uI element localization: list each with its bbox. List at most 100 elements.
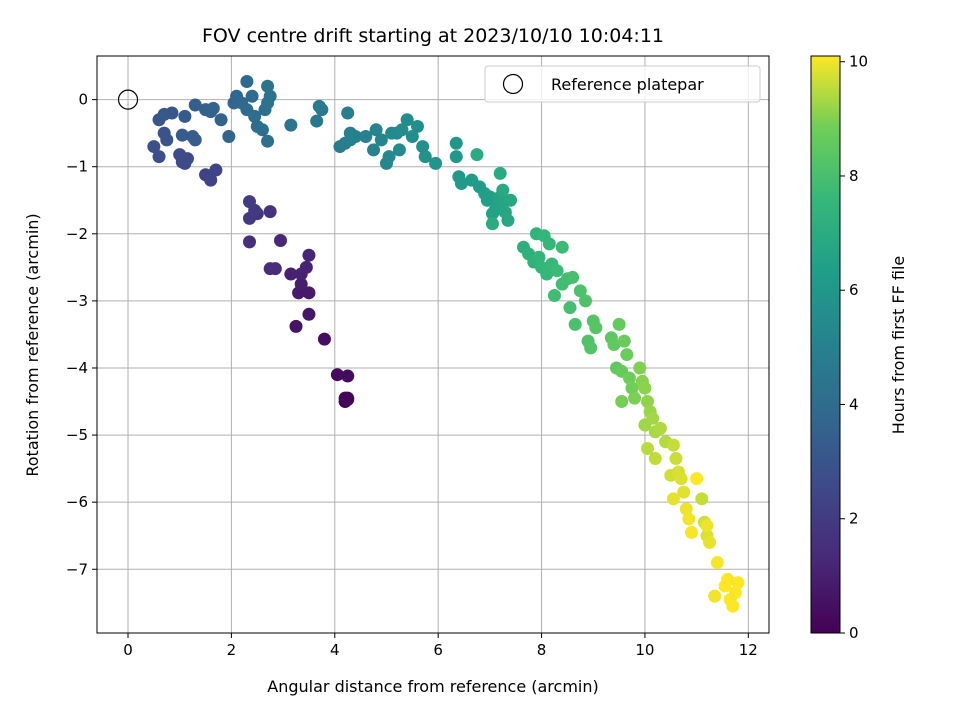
x-tick-label: 12 <box>739 641 758 659</box>
data-point <box>180 152 194 166</box>
data-point <box>369 123 383 137</box>
data-point <box>268 262 282 276</box>
data-point <box>454 176 468 190</box>
data-point <box>700 519 714 533</box>
data-point <box>255 123 269 137</box>
data-point <box>382 150 396 164</box>
data-point <box>638 381 652 395</box>
y-tick-label: −4 <box>66 359 88 377</box>
data-point <box>679 502 693 516</box>
grid <box>97 56 769 633</box>
data-point <box>222 130 236 144</box>
data-point <box>617 334 631 348</box>
data-point <box>677 485 691 499</box>
data-point <box>263 205 277 219</box>
data-point <box>330 368 344 382</box>
data-point <box>410 119 424 133</box>
data-point <box>284 118 298 132</box>
data-point <box>359 130 373 144</box>
data-point <box>568 317 582 331</box>
data-point <box>263 89 277 103</box>
data-point <box>374 133 388 147</box>
data-point <box>703 535 717 549</box>
plot-frame <box>96 55 770 634</box>
data-point <box>348 130 362 144</box>
legend-entry-reference-platepar: Reference platepar <box>551 75 704 94</box>
legend-reference-marker-icon <box>502 73 524 95</box>
data-point <box>620 348 634 362</box>
data-point <box>547 289 561 303</box>
data-point <box>532 250 546 264</box>
x-tick-label: 8 <box>537 641 547 659</box>
data-point <box>584 341 598 355</box>
x-tick-label: 0 <box>123 641 133 659</box>
data-point <box>501 213 515 227</box>
chart-title: FOV centre drift starting at 2023/10/10 … <box>202 25 664 47</box>
data-point <box>470 148 484 162</box>
data-point <box>633 361 647 375</box>
data-point <box>261 134 275 148</box>
legend-box <box>484 65 761 103</box>
data-point <box>310 114 324 128</box>
data-point <box>392 143 406 157</box>
legend: Reference platepar <box>484 65 761 103</box>
data-point <box>299 260 313 274</box>
data-point <box>302 286 316 300</box>
x-tick-label: 4 <box>330 641 340 659</box>
data-point <box>708 589 722 603</box>
data-point <box>240 74 254 88</box>
x-ticks: 0 2 4 6 8 10 12 <box>123 633 758 659</box>
y-tick-label: −5 <box>66 426 88 444</box>
data-point <box>204 173 218 187</box>
colorbar-tick-label: 6 <box>849 281 859 299</box>
data-point <box>152 150 166 164</box>
data-point <box>204 105 218 119</box>
data-point <box>710 556 724 570</box>
data-point <box>641 441 655 455</box>
data-point <box>416 140 430 154</box>
data-point <box>682 512 696 526</box>
colorbar: 0 2 4 6 8 10 Hours from first FF file <box>810 53 908 642</box>
data-point <box>405 130 419 144</box>
data-point <box>563 301 577 315</box>
data-point <box>147 140 161 154</box>
data-point <box>674 472 688 486</box>
data-point <box>726 599 740 613</box>
data-point <box>641 395 655 409</box>
data-point <box>284 267 298 281</box>
x-tick-label: 6 <box>433 641 443 659</box>
data-point <box>607 338 621 351</box>
y-tick-label: 0 <box>78 91 88 109</box>
data-point <box>615 395 629 409</box>
data-point <box>666 438 680 452</box>
colorbar-tick-label: 0 <box>849 624 859 642</box>
data-point <box>573 284 587 298</box>
colorbar-ticks: 0 2 4 6 8 10 <box>840 53 868 642</box>
data-point <box>578 294 592 308</box>
data-point <box>341 369 355 383</box>
data-point <box>612 317 626 331</box>
data-point <box>274 234 288 248</box>
data-point <box>157 126 171 140</box>
colorbar-tick-label: 8 <box>849 167 859 185</box>
data-point <box>214 113 228 127</box>
y-tick-label: −1 <box>66 158 88 176</box>
data-point <box>653 421 667 435</box>
data-point <box>209 163 223 177</box>
colorbar-label: Hours from first FF file <box>889 256 908 435</box>
data-point <box>449 150 463 164</box>
x-axis-label: Angular distance from reference (arcmin) <box>267 677 598 696</box>
x-tick-label: 2 <box>227 641 237 659</box>
data-point <box>731 576 745 590</box>
data-point <box>395 123 409 137</box>
data-point <box>555 240 569 254</box>
data-point <box>589 321 603 335</box>
colorbar-tick-label: 2 <box>849 510 859 528</box>
y-tick-label: −6 <box>66 493 88 511</box>
data-point <box>175 128 189 142</box>
data-point <box>188 98 202 112</box>
data-point <box>485 217 499 231</box>
data-point <box>418 150 432 164</box>
data-point <box>721 572 735 586</box>
data-point <box>449 136 463 150</box>
